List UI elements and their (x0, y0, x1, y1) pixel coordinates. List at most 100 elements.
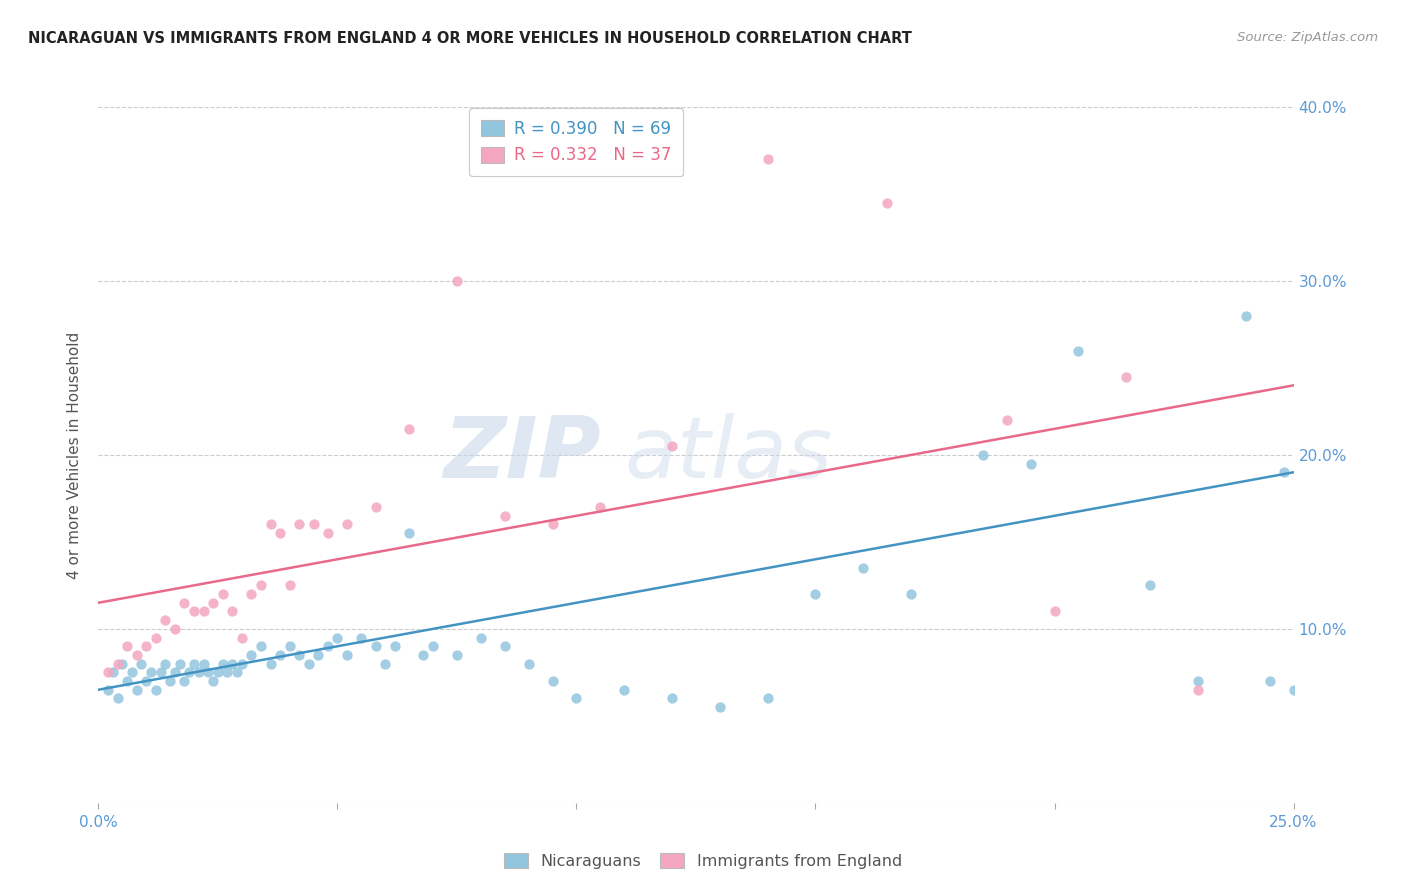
Point (995, 413, 1018, 427)
Point (211, 657, 233, 671)
Point (226, 665, 249, 680)
Point (221, 605, 243, 619)
Point (613, 682, 636, 697)
Point (756, 691, 779, 706)
Point (278, 639, 301, 653)
Point (350, 631, 373, 645)
Point (149, 665, 172, 680)
Point (115, 639, 138, 653)
Point (302, 517, 325, 532)
Point (972, 448, 994, 462)
Point (155, 657, 177, 671)
Point (179, 665, 201, 680)
Point (135, 639, 157, 653)
Point (97, 682, 120, 697)
Point (364, 639, 387, 653)
Point (197, 665, 219, 680)
Point (804, 587, 827, 601)
Point (374, 657, 396, 671)
Point (159, 674, 181, 689)
Point (384, 639, 406, 653)
Y-axis label: 4 or more Vehicles in Household: 4 or more Vehicles in Household (67, 331, 83, 579)
Point (231, 631, 253, 645)
Point (494, 639, 516, 653)
Point (1234, 309, 1257, 323)
Point (307, 648, 329, 662)
Point (412, 648, 434, 662)
Point (240, 648, 263, 662)
Point (1187, 682, 1209, 697)
Point (661, 691, 683, 706)
Point (565, 691, 588, 706)
Point (398, 422, 420, 436)
Point (111, 657, 134, 671)
Point (336, 517, 359, 532)
Point (101, 665, 124, 680)
Point (121, 665, 143, 680)
Point (852, 561, 875, 575)
Point (494, 508, 516, 523)
Point (145, 631, 167, 645)
Point (336, 648, 359, 662)
Point (250, 639, 273, 653)
Point (446, 274, 468, 288)
Point (1258, 674, 1281, 689)
Point (278, 578, 301, 592)
Legend: R = 0.390   N = 69, R = 0.332   N = 37: R = 0.390 N = 69, R = 0.332 N = 37 (470, 109, 683, 176)
Point (217, 665, 239, 680)
Point (202, 596, 225, 610)
Point (107, 657, 129, 671)
Point (517, 657, 540, 671)
Point (107, 691, 129, 706)
Point (259, 657, 281, 671)
Text: ZIP: ZIP (443, 413, 600, 497)
Point (155, 613, 177, 627)
Point (316, 526, 339, 541)
Point (125, 682, 148, 697)
Point (125, 648, 148, 662)
Point (139, 665, 162, 680)
Point (470, 631, 492, 645)
Text: NICARAGUAN VS IMMIGRANTS FROM ENGLAND 4 OR MORE VEHICLES IN HOUSEHOLD CORRELATIO: NICARAGUAN VS IMMIGRANTS FROM ENGLAND 4 … (28, 31, 912, 46)
Legend: Nicaraguans, Immigrants from England: Nicaraguans, Immigrants from England (498, 847, 908, 875)
Point (900, 587, 922, 601)
Point (145, 682, 167, 697)
Point (97, 665, 120, 680)
Point (135, 674, 157, 689)
Point (183, 605, 205, 619)
Point (288, 517, 311, 532)
Point (169, 657, 191, 671)
Point (876, 195, 898, 210)
Point (316, 639, 339, 653)
Point (298, 657, 321, 671)
Point (173, 674, 195, 689)
Point (231, 657, 253, 671)
Point (269, 648, 291, 662)
Point (541, 517, 564, 532)
Point (221, 657, 243, 671)
Point (163, 622, 186, 636)
Point (1282, 682, 1305, 697)
Point (756, 152, 779, 166)
Point (259, 517, 281, 532)
Point (1067, 343, 1090, 358)
Point (288, 648, 311, 662)
Point (709, 700, 731, 714)
Point (661, 439, 683, 453)
Point (131, 657, 153, 671)
Point (173, 596, 195, 610)
Text: Source: ZipAtlas.com: Source: ZipAtlas.com (1237, 31, 1378, 45)
Point (211, 587, 233, 601)
Point (1019, 457, 1042, 471)
Point (193, 605, 215, 619)
Point (115, 674, 138, 689)
Point (250, 578, 273, 592)
Text: atlas: atlas (624, 413, 832, 497)
Point (446, 648, 468, 662)
Point (207, 665, 229, 680)
Point (269, 526, 291, 541)
Point (1043, 605, 1066, 619)
Point (422, 639, 444, 653)
Point (1272, 466, 1295, 480)
Point (1187, 674, 1209, 689)
